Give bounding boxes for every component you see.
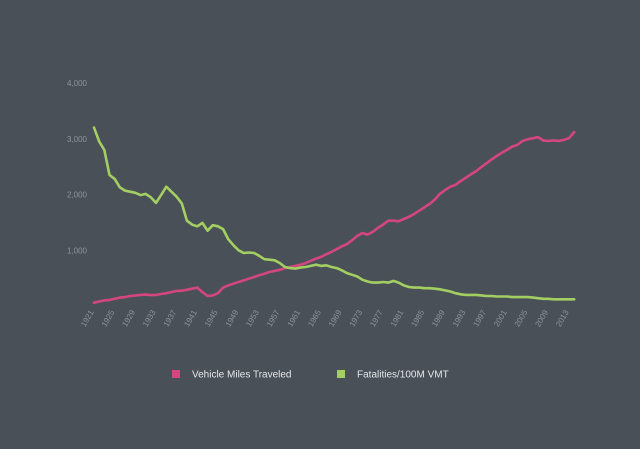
x-tick-label: 1953 — [244, 308, 261, 328]
plot-area — [92, 126, 576, 304]
x-tick-label: 1957 — [265, 308, 282, 328]
y-tick-label: 4,000 — [67, 79, 88, 88]
x-tick-label: 1929 — [120, 308, 137, 328]
x-tick-label: 2009 — [533, 308, 550, 328]
x-tick-label: 1985 — [409, 308, 426, 328]
x-tick-label: 1977 — [368, 308, 385, 328]
x-tick-label: 2005 — [513, 308, 530, 328]
y-axis: 1,000 2,000 3,000 4,000 — [67, 79, 88, 255]
x-tick-label: 1921 — [79, 308, 96, 328]
legend-label: Vehicle Miles Traveled — [192, 370, 292, 381]
x-tick-label: 1989 — [430, 308, 447, 328]
x-tick-label: 1961 — [286, 308, 303, 328]
x-tick-label: 1993 — [451, 308, 468, 328]
y-tick-label: 1,000 — [67, 246, 88, 255]
x-tick-label: 1937 — [162, 308, 179, 328]
x-tick-label: 1969 — [327, 308, 344, 328]
x-tick-label: 1981 — [389, 308, 406, 328]
y-tick-label: 3,000 — [67, 135, 88, 144]
y-tick-label: 2,000 — [67, 191, 88, 200]
x-tick-label: 1949 — [224, 308, 241, 328]
x-tick-label: 1997 — [471, 308, 488, 328]
legend-swatch — [337, 370, 345, 378]
legend-item-vehicle-miles-traveled: Vehicle Miles Traveled — [172, 370, 292, 381]
x-tick-label: 1973 — [348, 308, 365, 328]
legend: Vehicle Miles Traveled Fatalities/100M VM… — [172, 370, 449, 381]
x-tick-label: 1945 — [203, 308, 220, 328]
series-line-vehicle-miles-traveled — [92, 130, 576, 304]
x-tick-label: 1965 — [306, 308, 323, 328]
x-tick-label: 1933 — [141, 308, 158, 328]
x-tick-label: 2013 — [554, 308, 571, 328]
legend-label: Fatalities/100M VMT — [357, 370, 449, 381]
x-tick-label: 1941 — [182, 308, 199, 328]
legend-swatch — [172, 370, 180, 378]
legend-item-fatalities-per-100m-vmt: Fatalities/100M VMT — [337, 370, 449, 381]
x-tick-label: 1925 — [100, 308, 117, 328]
series-line-fatalities-per-100m-vmt — [92, 126, 576, 301]
x-axis: 1921 1925 1929 1933 1937 1941 1945 1949 1953 1957… — [79, 308, 571, 328]
x-tick-label: 2001 — [492, 308, 509, 328]
